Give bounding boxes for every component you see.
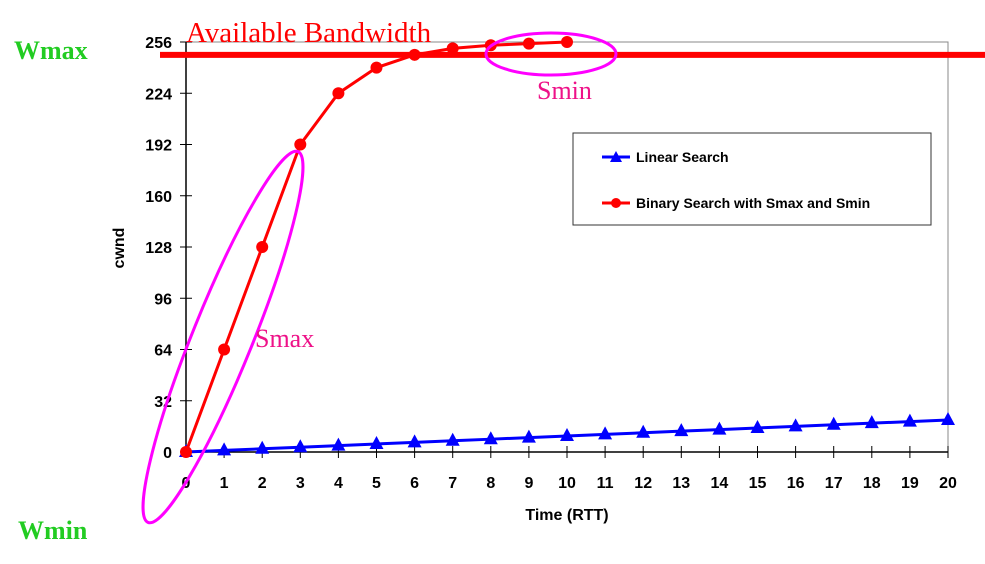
data-point-triangle	[560, 427, 574, 441]
smin-label: Smin	[537, 76, 592, 105]
x-tick-label: 2	[258, 475, 267, 492]
data-point-triangle	[902, 413, 917, 427]
legend-marker-circle	[611, 198, 621, 208]
y-tick-label: 192	[145, 138, 172, 155]
data-point-triangle	[598, 426, 613, 440]
x-tick-label: 20	[939, 475, 957, 492]
data-point-triangle	[636, 424, 651, 438]
data-point-circle	[218, 343, 231, 356]
series-line-1	[184, 40, 568, 453]
y-tick-label: 224	[145, 86, 172, 103]
wmax-label: Wmax	[14, 36, 88, 65]
data-point-triangle	[674, 423, 689, 437]
legend: Linear Search Binary Search with Smax an…	[572, 132, 932, 226]
y-tick-label: 256	[145, 35, 172, 52]
data-point-triangle	[750, 419, 765, 433]
legend-label-linear: Linear Search	[636, 149, 729, 165]
data-point-triangle	[521, 429, 536, 443]
data-point-triangle	[864, 415, 879, 429]
legend-marker-triangle	[610, 151, 622, 162]
legend-label-binary: Binary Search with Smax and Smin	[636, 195, 870, 211]
data-point-triangle	[826, 416, 841, 430]
data-point-triangle	[445, 432, 460, 446]
x-tick-label: 19	[901, 475, 919, 492]
y-tick-label: 96	[154, 291, 172, 308]
data-point-circle	[256, 241, 269, 253]
data-point-triangle	[788, 418, 803, 432]
x-axis-label: Time (RTT)	[525, 507, 608, 524]
x-tick-label: 6	[410, 475, 419, 492]
x-tick-label: 11	[597, 475, 614, 492]
data-point-circle	[446, 42, 459, 55]
data-point-triangle	[483, 431, 498, 445]
x-tick-label: 8	[486, 475, 495, 492]
y-tick-label: 128	[145, 240, 172, 257]
x-tick-label: 7	[448, 475, 457, 492]
x-tick-label: 16	[787, 475, 805, 492]
smin-ellipse	[484, 31, 618, 77]
x-tick-label: 13	[672, 475, 690, 492]
x-tick-label: 1	[220, 475, 229, 492]
y-tick-label: 160	[145, 189, 172, 206]
x-tick-label: 3	[296, 475, 305, 492]
data-point-triangle	[407, 434, 422, 448]
legend-box	[572, 132, 932, 226]
data-point-circle	[561, 36, 573, 48]
y-axis-label: cwnd	[111, 228, 128, 269]
data-point-triangle	[255, 440, 270, 454]
x-tick-label: 4	[334, 475, 343, 492]
data-point-circle	[294, 138, 307, 151]
data-point-circle	[370, 61, 383, 74]
smax-ellipse	[141, 149, 305, 525]
data-point-triangle	[293, 439, 308, 453]
x-tick-label: 18	[863, 475, 881, 492]
wmin-label: Wmin	[18, 516, 88, 545]
data-point-triangle	[331, 437, 346, 451]
x-tick-label: 15	[749, 475, 767, 492]
smax-label: Smax	[255, 324, 314, 353]
x-tick-label: 17	[825, 475, 843, 492]
data-point-triangle	[217, 442, 232, 456]
y-tick-label: 0	[163, 445, 172, 462]
data-point-circle	[180, 446, 192, 458]
data-point-triangle	[712, 421, 727, 435]
x-tick-label: 9	[524, 475, 533, 492]
x-tick-label: 14	[711, 475, 729, 492]
available-bandwidth-label: Available Bandwidth	[186, 17, 432, 49]
data-point-circle	[522, 37, 535, 50]
x-tick-label: 5	[372, 475, 381, 492]
data-point-triangle	[941, 411, 955, 425]
x-tick-label: 10	[558, 475, 576, 492]
y-tick-label: 64	[154, 343, 172, 360]
x-tick-label: 12	[634, 475, 652, 492]
data-point-triangle	[369, 435, 384, 449]
data-point-circle	[332, 87, 345, 100]
